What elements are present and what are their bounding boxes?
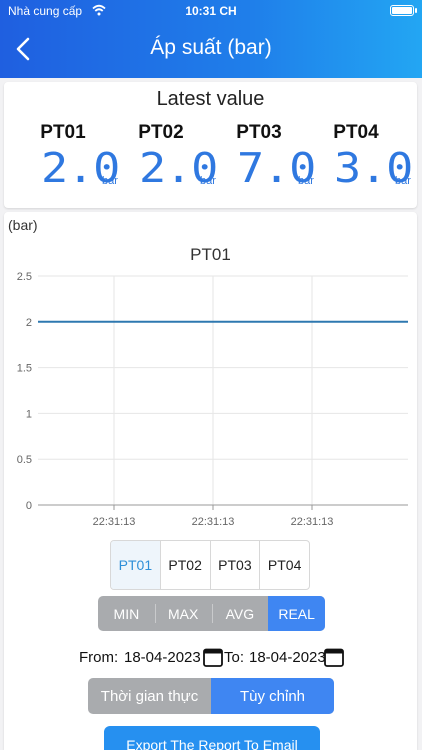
from-date[interactable]: 18-04-2023 xyxy=(124,649,201,666)
status-bar: Nhà cung cấp 10:31 CH xyxy=(0,0,422,22)
y-tick-label: 2.5 xyxy=(17,271,32,283)
latest-value-title: Latest value xyxy=(156,88,265,110)
sensor-unit: bar xyxy=(102,175,118,187)
mode-custom[interactable]: Tùy chỉnh xyxy=(211,678,334,714)
sensor-name: PT04 xyxy=(333,122,379,143)
to-date[interactable]: 18-04-2023 xyxy=(249,649,326,666)
from-calendar-icon[interactable] xyxy=(202,646,224,668)
sensor-unit: bar xyxy=(200,175,216,187)
series-option-pt03[interactable]: PT03 xyxy=(211,541,261,589)
page-title: Áp suất (bar) xyxy=(150,36,272,59)
series-option-pt02[interactable]: PT02 xyxy=(161,541,211,589)
series-option-pt01[interactable]: PT01 xyxy=(111,541,161,589)
sensor-unit: bar xyxy=(298,175,314,187)
sensor-value: 7.0 xyxy=(237,144,316,192)
export-report-button[interactable]: Export The Report To Email xyxy=(104,726,320,750)
header: Nhà cung cấp 10:31 CH Áp suất (bar) xyxy=(0,0,422,78)
battery-icon xyxy=(390,5,417,16)
clock: 10:31 CH xyxy=(185,4,237,18)
x-tick-label: 22:31:13 xyxy=(192,516,235,528)
y-tick-label: 1 xyxy=(26,408,32,420)
sensor-pt04: PT04 3.0 bar xyxy=(318,122,414,198)
sensor-name: PT02 xyxy=(138,122,184,143)
statistic-selector: MIN MAX AVG REAL xyxy=(98,596,325,631)
to-calendar-icon[interactable] xyxy=(323,646,345,668)
y-tick-label: 1.5 xyxy=(17,363,32,375)
series-selector: PT01 PT02 PT03 PT04 xyxy=(110,540,310,590)
sensor-value: 2.0 xyxy=(139,144,218,192)
sensor-pt03: PT03 7.0 bar xyxy=(221,122,317,198)
to-label: To: xyxy=(224,649,245,666)
latest-value-card: Latest value PT01 2.0 bar PT02 2.0 bar P… xyxy=(4,82,417,208)
stat-option-min[interactable]: MIN xyxy=(113,605,140,622)
stat-option-max[interactable]: MAX xyxy=(154,596,212,631)
mode-realtime[interactable]: Thời gian thực xyxy=(100,687,199,705)
sensor-name: PT03 xyxy=(236,122,282,143)
carrier-label: Nhà cung cấp xyxy=(8,4,83,18)
sensor-unit: bar xyxy=(395,175,411,187)
sensor-value: 3.0 xyxy=(334,144,413,192)
x-tick-label: 22:31:13 xyxy=(291,516,334,528)
wifi-icon xyxy=(92,4,106,16)
sensor-pt02: PT02 2.0 bar xyxy=(123,122,219,198)
sensor-name: PT01 xyxy=(40,122,86,143)
stat-option-avg[interactable]: AVG xyxy=(211,596,269,631)
chart-title: PT01 xyxy=(190,245,231,264)
y-tick-label: 2 xyxy=(26,317,32,329)
from-label: From: xyxy=(79,649,119,666)
x-tick-label: 22:31:13 xyxy=(93,516,136,528)
chart-unit-label: (bar) xyxy=(8,217,38,233)
series-option-pt04[interactable]: PT04 xyxy=(267,557,302,573)
stat-option-real[interactable]: REAL xyxy=(268,596,325,631)
y-tick-label: 0.5 xyxy=(17,454,32,466)
mode-selector: Thời gian thực Tùy chỉnh xyxy=(88,678,334,714)
y-tick-label: 0 xyxy=(26,500,32,512)
sensor-pt01: PT01 2.0 bar xyxy=(25,122,121,198)
pressure-line-chart: 0 0.5 1 1.5 2 2.5 22:31:13 22:31:13 22:31:13 xyxy=(17,271,408,528)
back-icon[interactable] xyxy=(12,36,36,62)
sensor-value: 2.0 xyxy=(41,144,120,192)
chart-card: (bar) PT01 0 0.5 1 1.5 2 2.5 22:31:13 22:31:13 2… xyxy=(4,212,417,750)
